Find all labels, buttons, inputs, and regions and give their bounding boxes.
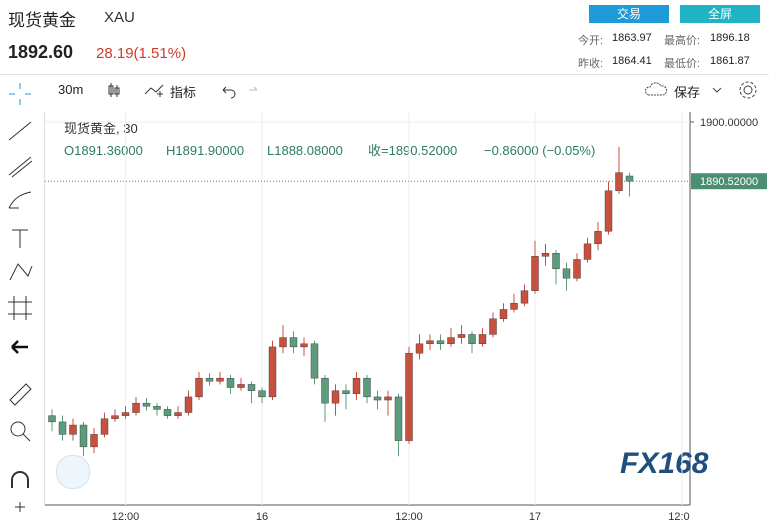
candle-body: [541, 253, 550, 257]
divider: [44, 112, 45, 505]
stat-label: 最高价:: [664, 35, 701, 47]
stat-value: 1896.18: [710, 32, 750, 44]
candle-body: [100, 418, 109, 435]
legend-close: 收=1890.52000: [368, 143, 457, 158]
candle-body: [226, 377, 235, 388]
save[interactable]: 保存: [674, 85, 701, 100]
x-tick-label: 17: [529, 511, 541, 523]
candle-body: [279, 337, 287, 348]
candle-body: [111, 415, 119, 419]
trade-button[interactable]: 交易: [589, 5, 669, 23]
candle-body: [352, 377, 361, 394]
candle-body: [310, 343, 319, 379]
candle-body: [426, 340, 434, 345]
stat-label: 昨收:: [578, 58, 604, 70]
candle-body: [237, 384, 245, 388]
change: 28.19(1.51%): [96, 45, 187, 62]
stat-value: 1863.97: [612, 32, 652, 44]
candle-body: [457, 334, 466, 338]
candle-body: [342, 390, 350, 394]
candle-body: [58, 421, 67, 435]
legend-name: 现货黄金, 30: [64, 121, 138, 136]
stat-label: 今开:: [578, 35, 604, 47]
candle-body: [499, 309, 508, 320]
divider: [0, 74, 769, 75]
candle-body: [153, 406, 161, 410]
indicators[interactable]: 指标: [170, 85, 197, 100]
candle-body: [289, 337, 298, 348]
candle-body: [163, 409, 172, 416]
candle-body: [174, 412, 182, 416]
toolbar-icons: [108, 83, 258, 99]
candle-body: [373, 396, 382, 401]
candle-body: [48, 415, 56, 423]
watermark: FX168: [620, 447, 709, 480]
candle-body: [79, 424, 88, 448]
candle-body: [121, 412, 130, 416]
legend-high: H1891.90000: [166, 143, 244, 158]
candle-body: [69, 424, 77, 435]
title: 现货黄金: [8, 11, 76, 30]
symbol: XAU: [104, 9, 135, 26]
candle-body: [205, 377, 214, 382]
candle-body: [468, 334, 476, 345]
candle-body: [604, 190, 613, 232]
y-tick-label: 1900.00000: [700, 117, 758, 129]
candle-body: [258, 390, 266, 398]
price: 1892.60: [8, 42, 74, 62]
candle-body: [321, 377, 329, 404]
candle-body: [436, 340, 445, 345]
candle-body: [573, 259, 581, 279]
interval[interactable]: 30m: [58, 82, 84, 97]
candle-body: [594, 231, 602, 245]
logo-button[interactable]: [56, 455, 90, 489]
candle-body: [520, 290, 529, 304]
candle-body: [447, 337, 455, 345]
candle-body: [142, 402, 151, 407]
legend-open: O1891.36000: [64, 143, 143, 158]
x-tick-label: 16: [256, 511, 268, 523]
candle-body: [415, 343, 424, 354]
candle-body: [216, 377, 224, 382]
candle-body: [625, 175, 634, 182]
candle-body: [363, 377, 371, 398]
candle-body: [489, 318, 497, 335]
fullscreen-button[interactable]: 全屏: [680, 5, 760, 23]
legend-low: L1888.08000: [267, 143, 343, 158]
last-price-label: 1890.52000: [700, 176, 758, 188]
candle-body: [510, 302, 518, 310]
candle-body: [195, 377, 203, 398]
candle-body: [478, 334, 487, 345]
candle-body: [384, 396, 392, 401]
x-tick-label: 12:00: [112, 511, 140, 523]
x-tick-label: 12:00: [395, 511, 423, 523]
legend-change: −0.86000 (−0.05%): [484, 143, 595, 158]
candle-body: [184, 396, 193, 413]
last-price-tag: [691, 173, 767, 190]
candle-body: [552, 253, 560, 270]
candle-body: [300, 343, 308, 348]
candle-body: [531, 256, 539, 291]
stat-value: 1864.41: [612, 55, 652, 67]
save-icons: [645, 81, 757, 99]
candle-body: [90, 434, 98, 448]
candle-body: [331, 390, 340, 404]
candle-body: [247, 384, 256, 391]
stat-value: 1861.87: [710, 55, 750, 67]
drawing-tools: [8, 83, 33, 512]
candle-body: [562, 268, 571, 279]
x-tick-label: 12:00: [668, 511, 696, 523]
stat-label: 最低价:: [664, 58, 701, 70]
candle-body: [394, 396, 403, 441]
candle-body: [132, 402, 140, 413]
candle-body: [268, 346, 277, 398]
candle-body: [405, 352, 413, 441]
candle-body: [583, 243, 592, 260]
